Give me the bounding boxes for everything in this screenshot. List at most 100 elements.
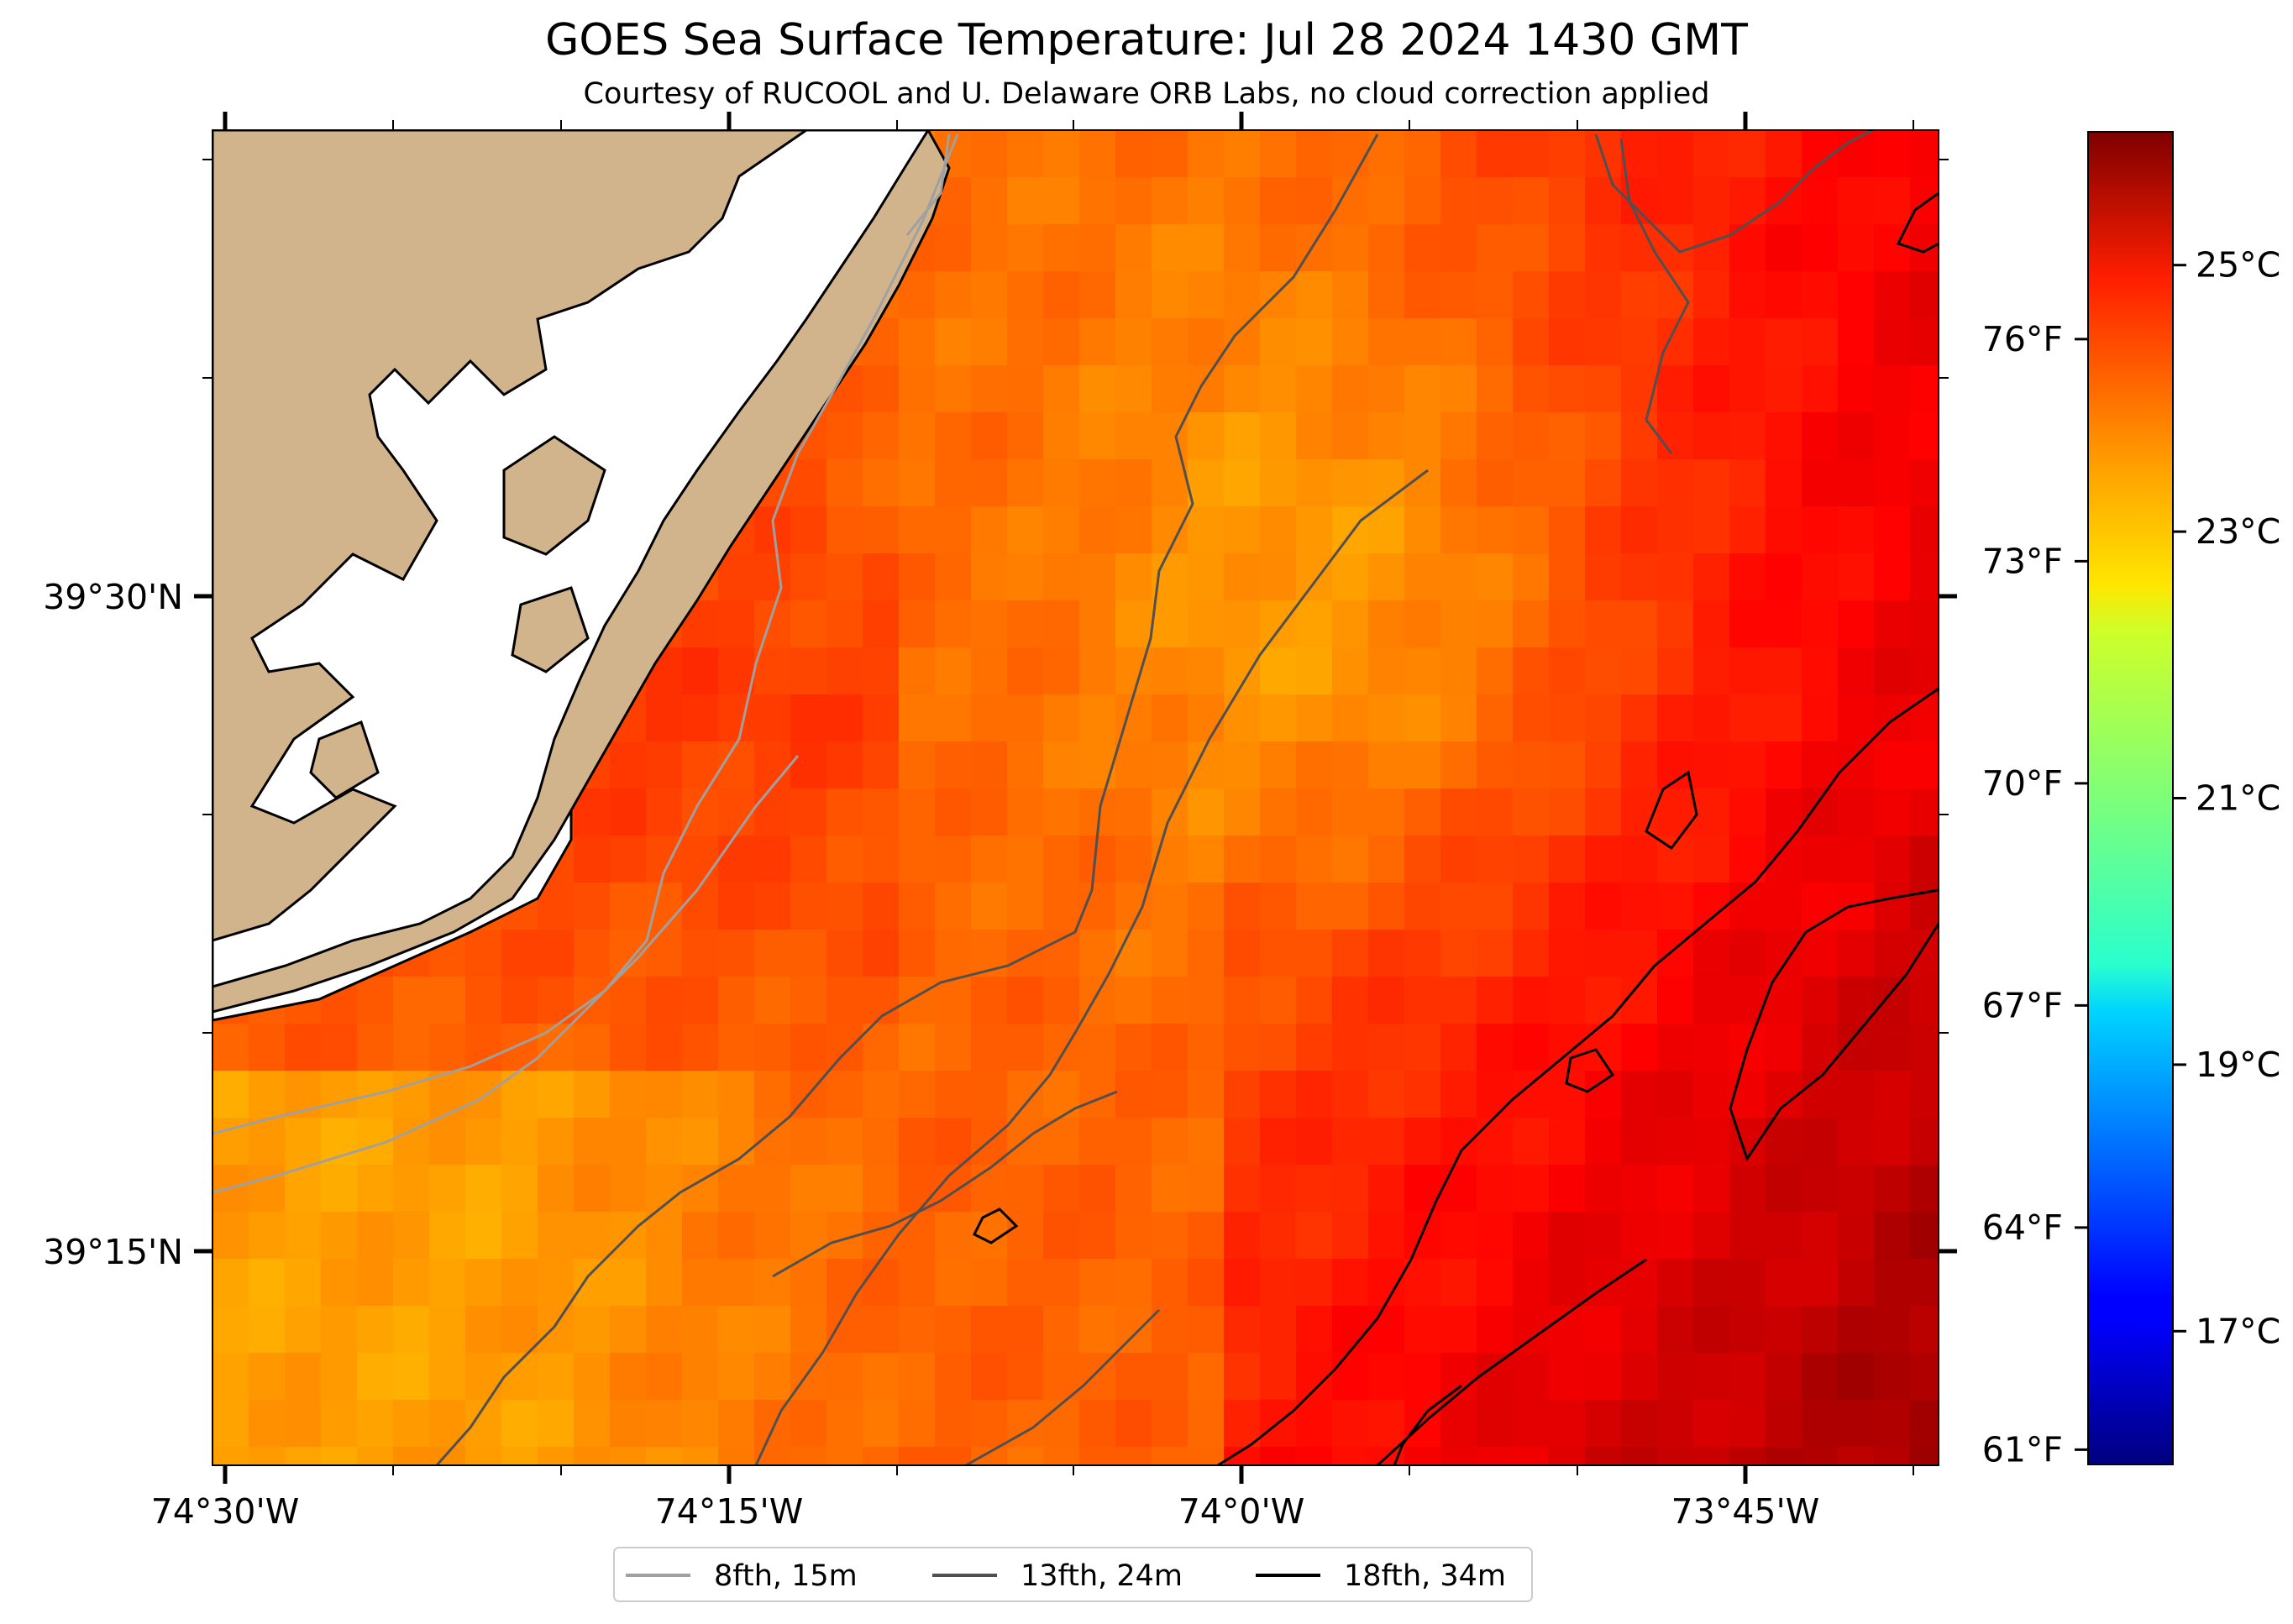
sst-cell bbox=[790, 836, 827, 883]
sst-cell bbox=[1188, 1400, 1225, 1448]
sst-cell bbox=[1224, 1353, 1261, 1401]
sst-cell bbox=[357, 1447, 394, 1465]
sst-cell bbox=[646, 1306, 683, 1354]
sst-cell bbox=[1585, 1306, 1622, 1354]
sst-cell bbox=[899, 1118, 936, 1166]
sst-cell bbox=[1188, 1306, 1225, 1354]
sst-cell bbox=[826, 459, 863, 507]
sst-cell bbox=[1549, 977, 1586, 1024]
sst-cell bbox=[1621, 130, 1658, 178]
isobath-24m bbox=[965, 1308, 1161, 1465]
sst-cell bbox=[1766, 1024, 1802, 1071]
sst-cell bbox=[1043, 271, 1080, 319]
sst-cell bbox=[935, 506, 972, 554]
sst-cell bbox=[1513, 600, 1550, 648]
sst-cell bbox=[718, 1447, 755, 1465]
sst-cell bbox=[1260, 1024, 1297, 1071]
sst-cell bbox=[718, 1353, 755, 1401]
sst-cell bbox=[538, 1306, 575, 1354]
sst-cell bbox=[1440, 788, 1477, 836]
sst-cell bbox=[213, 1400, 249, 1448]
sst-cell bbox=[1585, 224, 1622, 272]
sst-cell bbox=[971, 741, 1008, 789]
sst-cell bbox=[1621, 1306, 1658, 1354]
sst-cell bbox=[1477, 1447, 1514, 1465]
sst-cell bbox=[501, 1306, 538, 1354]
sst-cell bbox=[429, 1024, 466, 1071]
sst-cell bbox=[1188, 271, 1225, 319]
sst-cell bbox=[1440, 741, 1477, 789]
sst-cell bbox=[790, 1259, 827, 1307]
sst-cell bbox=[1657, 1400, 1694, 1448]
celsius-tick-label: 21°C bbox=[2196, 778, 2280, 819]
sst-cell bbox=[465, 1118, 502, 1166]
sst-cell bbox=[646, 1400, 683, 1448]
sst-cell bbox=[1440, 1259, 1477, 1307]
sst-cell bbox=[863, 741, 900, 789]
sst-cell bbox=[501, 1400, 538, 1448]
sst-cell bbox=[574, 1400, 611, 1448]
sst-cell bbox=[1152, 412, 1188, 460]
sst-cell bbox=[1874, 741, 1911, 789]
sst-cell bbox=[1477, 1165, 1514, 1213]
sst-cell bbox=[1477, 1118, 1514, 1166]
sst-cell bbox=[1332, 271, 1369, 319]
sst-cell bbox=[1115, 459, 1152, 507]
sst-cell bbox=[1188, 506, 1225, 554]
sst-cell bbox=[790, 1306, 827, 1354]
sst-cell bbox=[1007, 836, 1044, 883]
sst-cell bbox=[1874, 506, 1911, 554]
sst-cell bbox=[1007, 177, 1044, 225]
sst-cell bbox=[1007, 1306, 1044, 1354]
sst-cell bbox=[1729, 647, 1766, 695]
sst-cell bbox=[1188, 694, 1225, 742]
sst-cell bbox=[1404, 130, 1441, 178]
sst-cell bbox=[1838, 788, 1875, 836]
sst-cell bbox=[1766, 694, 1802, 742]
sst-cell bbox=[1802, 1400, 1839, 1448]
sst-cell bbox=[1079, 459, 1116, 507]
sst-cell bbox=[718, 788, 755, 836]
sst-cell bbox=[1224, 1400, 1261, 1448]
sst-cell bbox=[1440, 177, 1477, 225]
sst-cell bbox=[610, 741, 647, 789]
sst-cell bbox=[826, 1400, 863, 1448]
sst-cell bbox=[574, 1024, 611, 1071]
sst-cell bbox=[1332, 130, 1369, 178]
sst-cell bbox=[1693, 224, 1730, 272]
sst-cell bbox=[1260, 788, 1297, 836]
sst-cell bbox=[1549, 130, 1586, 178]
sst-cell bbox=[682, 1024, 719, 1071]
legend: 8fth, 15m 13fth, 24m 18fth, 34m bbox=[613, 1547, 1533, 1602]
sst-cell bbox=[1549, 318, 1586, 366]
sst-cell bbox=[249, 1024, 286, 1071]
sst-cell bbox=[1766, 647, 1802, 695]
sst-cell bbox=[935, 1447, 972, 1465]
sst-cell bbox=[1657, 1306, 1694, 1354]
sst-cell bbox=[682, 930, 719, 977]
sst-cell bbox=[1838, 1024, 1875, 1071]
sst-cell bbox=[1007, 977, 1044, 1024]
sst-cell bbox=[1440, 553, 1477, 601]
sst-cell bbox=[1585, 977, 1622, 1024]
sst-cell bbox=[285, 1259, 322, 1307]
sst-cell bbox=[1007, 1165, 1044, 1213]
sst-cell bbox=[1693, 600, 1730, 648]
sst-cell bbox=[718, 1024, 755, 1071]
sst-cell bbox=[1332, 741, 1369, 789]
sst-cell bbox=[1549, 836, 1586, 883]
isobath-24m bbox=[1594, 130, 1874, 254]
sst-cell bbox=[1368, 130, 1405, 178]
sst-cell bbox=[1007, 883, 1044, 930]
sst-cell bbox=[1296, 1212, 1333, 1260]
sst-cell bbox=[1404, 553, 1441, 601]
sst-cell bbox=[1621, 365, 1658, 413]
sst-cell bbox=[971, 977, 1008, 1024]
sst-cell bbox=[1802, 1118, 1839, 1166]
sst-cell bbox=[1332, 600, 1369, 648]
sst-cell bbox=[1260, 1447, 1297, 1465]
sst-cell bbox=[935, 1071, 972, 1118]
sst-cell bbox=[1079, 271, 1116, 319]
sst-cell bbox=[1260, 506, 1297, 554]
sst-cell bbox=[1332, 788, 1369, 836]
